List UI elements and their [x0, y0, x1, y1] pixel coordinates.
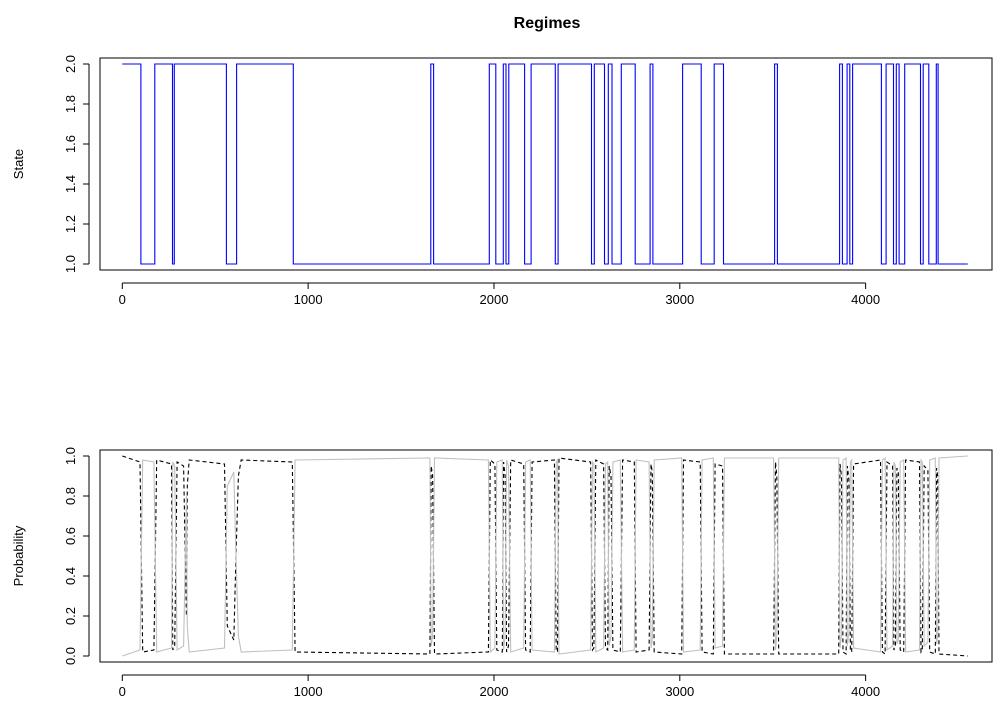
probability-series-group [122, 455, 968, 657]
state-y-axis: 1.0 1.2 1.4 1.6 1.8 2.0 [63, 55, 90, 273]
state-y-tick-label: 1.6 [63, 135, 78, 153]
state-series-group [122, 63, 968, 265]
state-plot-frame [99, 57, 993, 271]
state-y-tick-label: 1.2 [63, 215, 78, 233]
state-x-tick-label: 1000 [294, 292, 323, 307]
probability-x-tick-label: 1000 [294, 684, 323, 699]
state-x-tick-label: 4000 [851, 292, 880, 307]
probability-x-tick-label: 4000 [851, 684, 880, 699]
probability-y-axis-label: Probability [11, 525, 26, 586]
probability-y-tick-label: 0.0 [63, 647, 78, 665]
probability-y-tick-label: 0.8 [63, 487, 78, 505]
probability-x-axis: 0 1000 2000 3000 4000 [119, 674, 880, 699]
probability-y-tick-label: 0.6 [63, 527, 78, 545]
state-x-tick-label: 0 [119, 292, 126, 307]
probability-x-tick-label: 0 [119, 684, 126, 699]
state-x-tick-label: 3000 [665, 292, 694, 307]
probability-plot-frame [99, 449, 993, 663]
probability-x-tick-label: 3000 [665, 684, 694, 699]
probability-panel: 0 1000 2000 3000 4000 0.0 0.2 0.4 0.6 0.8 1.0 Pro… [11, 447, 993, 699]
probability-x-tick-label: 2000 [480, 684, 509, 699]
state-y-tick-label: 1.0 [63, 255, 78, 273]
state-y-tick-label: 1.8 [63, 95, 78, 113]
probability-y-tick-label: 1.0 [63, 447, 78, 465]
state-series-line-1 [122, 63, 968, 265]
probability-series-line-1 [122, 455, 968, 657]
state-y-tick-label: 1.4 [63, 175, 78, 193]
probability-y-tick-label: 0.2 [63, 607, 78, 625]
state-y-axis-label: State [11, 149, 26, 179]
probability-y-axis: 0.0 0.2 0.4 0.6 0.8 1.0 [63, 447, 90, 665]
probability-y-tick-label: 0.4 [63, 567, 78, 585]
chart-title: Regimes [514, 15, 581, 32]
state-x-axis: 0 1000 2000 3000 4000 [119, 282, 880, 307]
state-x-tick-label: 2000 [480, 292, 509, 307]
state-panel: 0 1000 2000 3000 4000 1.0 1.2 1.4 1.6 1.8 2.0 Sta… [11, 55, 993, 307]
probability-series-line-2 [122, 455, 968, 657]
state-y-tick-label: 2.0 [63, 55, 78, 73]
